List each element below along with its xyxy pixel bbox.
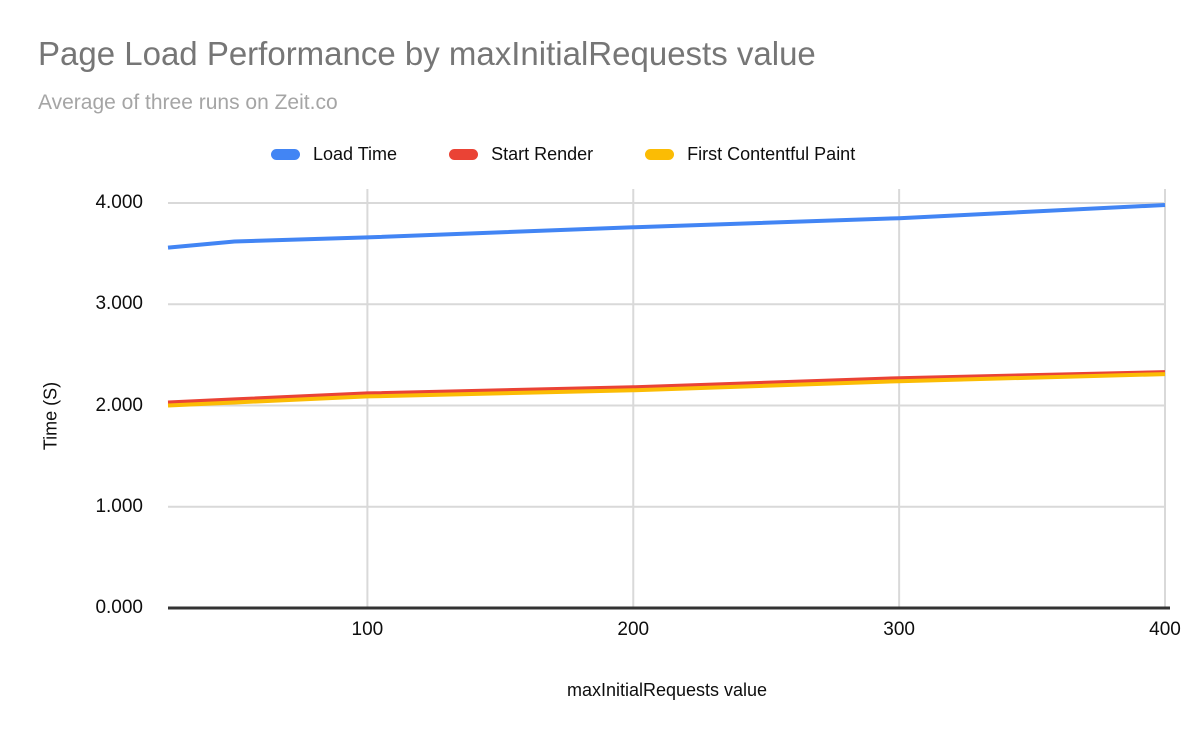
load-time-swatch-icon [271, 149, 300, 160]
legend-item-first-contentful-paint: First Contentful Paint [645, 144, 855, 165]
legend-label-start-render: Start Render [491, 144, 594, 164]
x-tick-label: 400 [1149, 619, 1181, 640]
start-render-swatch-icon [449, 149, 479, 160]
legend: Load Time Start Render First Contentful … [271, 144, 855, 165]
y-tick-label: 1.000 [95, 495, 143, 517]
y-tick-label: 4.000 [95, 192, 143, 213]
y-tick-label: 3.000 [95, 293, 143, 315]
x-tick-label: 200 [617, 619, 650, 640]
series-line-start-render [167, 370, 1166, 405]
chart-title: Page Load Performance by maxInitialReque… [38, 35, 816, 72]
legend-item-load-time: Load Time [271, 144, 397, 165]
y-tick-label: 0.000 [95, 597, 143, 618]
chart-subtitle: Average of three runs on Zeit.co [38, 91, 338, 114]
legend-label-first-contentful-paint: First Contentful Paint [687, 144, 856, 164]
first-contentful-paint-swatch-icon [645, 149, 675, 160]
series-line-load-time [167, 203, 1166, 250]
x-tick-label: 300 [883, 619, 915, 640]
y-tick-label: 2.000 [95, 394, 143, 416]
legend-item-start-render: Start Render [449, 144, 593, 165]
x-axis-title: maxInitialRequests value [566, 680, 768, 700]
x-tick-label: 100 [351, 619, 384, 640]
series-line-first-contentful-paint [167, 372, 1166, 408]
legend-label-load-time: Load Time [313, 144, 398, 164]
